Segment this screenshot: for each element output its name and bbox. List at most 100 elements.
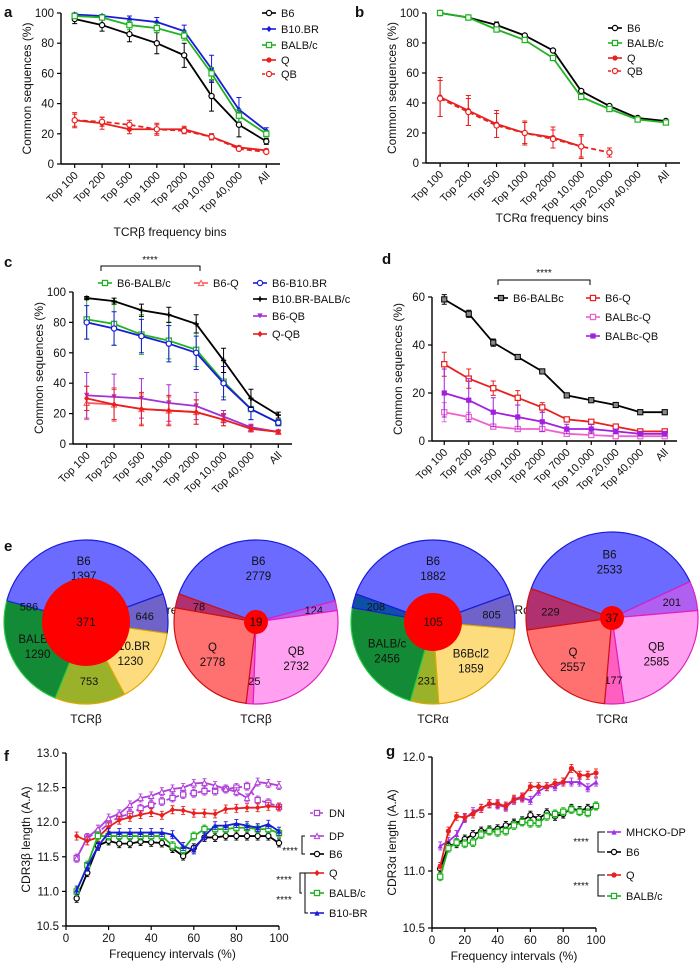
legend-label: Q — [329, 868, 338, 880]
data-point — [527, 819, 534, 827]
data-point — [126, 840, 134, 847]
y-axis-title: Common sequences (%) — [391, 303, 405, 435]
data-point — [169, 785, 176, 793]
data-point — [539, 368, 546, 375]
legend-label: BALBc-QB — [605, 331, 658, 343]
data-point — [612, 423, 619, 430]
pie-slice-value: 2778 — [200, 657, 226, 669]
data-point — [276, 803, 282, 811]
legend-marker — [610, 892, 618, 900]
y-axis-title: Common sequences (%) — [20, 22, 34, 154]
series-Q-QB — [84, 385, 281, 435]
y-tick-label: 80 — [41, 38, 54, 50]
data-point — [592, 802, 600, 810]
legend-label: B10.BR — [281, 24, 319, 36]
data-point — [98, 14, 106, 21]
data-point — [465, 108, 472, 116]
data-point — [568, 765, 575, 772]
legend-marker — [611, 39, 619, 47]
legend-label: B6 — [626, 847, 639, 859]
data-point — [436, 95, 444, 102]
data-point — [153, 126, 161, 133]
data-point — [110, 325, 118, 332]
significance-bracket — [597, 831, 605, 853]
data-point — [494, 829, 501, 836]
series-B6 — [73, 831, 283, 903]
data-point — [519, 794, 525, 800]
legend-marker — [256, 279, 264, 287]
y-axis-title: Common sequences (%) — [385, 22, 399, 154]
y-axis-title: Common sequences (%) — [32, 302, 46, 434]
series-BALB/c — [436, 9, 670, 126]
data-point — [521, 36, 528, 44]
data-point — [593, 770, 599, 776]
pie-slice-value: 231 — [418, 676, 436, 688]
x-axis-title: TCRβ frequency bins — [114, 225, 227, 239]
data-point — [539, 419, 545, 425]
x-tick-label: 80 — [230, 933, 243, 945]
data-point — [193, 408, 199, 416]
data-point — [454, 831, 460, 838]
data-point — [510, 822, 518, 829]
pie-slice — [525, 587, 613, 631]
data-point — [453, 839, 460, 846]
legend-marker — [590, 333, 596, 339]
pie-center-overlap — [42, 578, 130, 666]
data-point — [244, 823, 250, 829]
data-point — [235, 145, 243, 153]
series-B6 — [71, 14, 270, 145]
series-line — [86, 394, 279, 433]
data-point — [232, 788, 240, 795]
data-point — [563, 416, 570, 423]
data-point — [527, 797, 533, 803]
data-point — [612, 433, 619, 440]
x-tick-label: 60 — [524, 935, 537, 947]
pie-slice-value: 805 — [482, 609, 500, 621]
data-point — [169, 842, 176, 849]
data-point — [191, 810, 197, 817]
x-tick-label: 60 — [187, 933, 200, 945]
series-BALB/c — [71, 12, 270, 138]
y-tick-label: 11.0 — [37, 886, 59, 898]
panel-label-c: c — [4, 254, 12, 271]
y-axis-title: CDR3β length (A.A) — [19, 786, 33, 892]
data-point — [275, 412, 281, 418]
legend-marker — [589, 313, 597, 321]
data-point — [578, 87, 585, 95]
legend-label: B6-BALBc — [513, 293, 564, 305]
data-point — [126, 21, 133, 29]
data-point — [578, 93, 585, 101]
legend-marker — [611, 872, 617, 878]
data-point — [179, 783, 187, 791]
data-point — [126, 30, 133, 38]
series-line — [443, 392, 665, 435]
y-tick-label: 80 — [53, 317, 66, 329]
data-point — [148, 809, 154, 816]
legend-marker — [197, 279, 205, 287]
pie-center-overlap — [600, 606, 624, 630]
pie-slice — [611, 609, 699, 704]
legend-marker — [313, 809, 321, 817]
legend-label: B6-B10.BR — [272, 278, 327, 290]
pie-slice-name: BALB/c — [368, 639, 407, 651]
legend-label: B6-BALB/c — [117, 278, 171, 290]
data-point — [588, 426, 594, 432]
pie-slice-value: 2456 — [374, 654, 400, 666]
series-QB — [436, 80, 613, 158]
data-point — [527, 784, 534, 790]
legend-marker — [589, 294, 597, 302]
data-point — [190, 779, 198, 787]
significance-bracket — [497, 279, 591, 285]
data-point — [244, 804, 250, 811]
panel-label-a: a — [4, 4, 13, 21]
data-point — [255, 804, 261, 811]
data-point — [584, 809, 592, 817]
legend-label: Q — [281, 55, 290, 67]
data-point — [263, 138, 270, 145]
legend-marker — [314, 869, 320, 877]
series-line — [443, 363, 665, 433]
series-line — [443, 298, 665, 414]
x-tick-label: All — [255, 170, 272, 187]
series-DP — [73, 777, 283, 863]
